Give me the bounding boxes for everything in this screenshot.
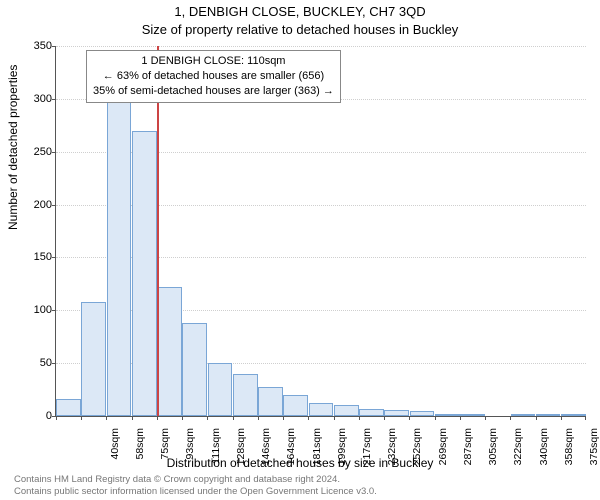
xtick-label: 305sqm — [487, 428, 499, 478]
annotation-line1: 1 DENBIGH CLOSE: 110sqm — [93, 54, 334, 69]
ytick-mark — [52, 205, 56, 206]
histogram-bar — [435, 414, 460, 416]
xtick-label: 146sqm — [260, 428, 272, 478]
xtick-label: 181sqm — [311, 428, 323, 478]
xtick-label: 287sqm — [462, 428, 474, 478]
chart-title-line1: 1, DENBIGH CLOSE, BUCKLEY, CH7 3QD — [0, 4, 600, 19]
grid-line — [56, 46, 586, 47]
xtick-label: 358sqm — [563, 428, 575, 478]
histogram-bar — [258, 387, 283, 416]
xtick-mark — [536, 416, 537, 420]
histogram-bar — [384, 410, 409, 416]
histogram-bar — [334, 405, 359, 416]
ytick-mark — [52, 152, 56, 153]
xtick-mark — [460, 416, 461, 420]
histogram-bar — [107, 101, 132, 416]
xtick-mark — [308, 416, 309, 420]
xtick-mark — [56, 416, 57, 420]
histogram-bar — [359, 409, 384, 416]
xtick-mark — [561, 416, 562, 420]
xtick-label: 217sqm — [361, 428, 373, 478]
histogram-bar — [536, 414, 561, 416]
xtick-mark — [334, 416, 335, 420]
xtick-mark — [384, 416, 385, 420]
annotation-box: 1 DENBIGH CLOSE: 110sqm ← 63% of detache… — [86, 50, 341, 103]
ytick-label: 300 — [12, 93, 52, 105]
xtick-label: 375sqm — [588, 428, 600, 478]
histogram-bar — [182, 323, 207, 416]
ytick-label: 150 — [12, 251, 52, 263]
xtick-label: 232sqm — [386, 428, 398, 478]
xtick-label: 199sqm — [336, 428, 348, 478]
xtick-mark — [359, 416, 360, 420]
histogram-bar — [132, 131, 157, 416]
xtick-label: 58sqm — [134, 428, 146, 478]
xtick-label: 322sqm — [512, 428, 524, 478]
xtick-mark — [435, 416, 436, 420]
ytick-mark — [52, 363, 56, 364]
xtick-mark — [233, 416, 234, 420]
histogram-bar — [233, 374, 258, 416]
histogram-bar — [81, 302, 106, 416]
xtick-mark — [283, 416, 284, 420]
histogram-bar — [56, 399, 81, 416]
histogram-bar — [511, 414, 536, 416]
histogram-bar — [208, 363, 233, 416]
ytick-label: 100 — [12, 304, 52, 316]
xtick-mark — [510, 416, 511, 420]
xtick-label: 340sqm — [538, 428, 550, 478]
xtick-mark — [207, 416, 208, 420]
histogram-bar — [410, 411, 435, 416]
x-axis-label: Distribution of detached houses by size … — [0, 456, 600, 470]
ytick-mark — [52, 257, 56, 258]
xtick-mark — [132, 416, 133, 420]
histogram-bar — [283, 395, 308, 416]
xtick-label: 40sqm — [109, 428, 121, 478]
xtick-mark — [258, 416, 259, 420]
ytick-label: 350 — [12, 40, 52, 52]
histogram-bar — [309, 403, 334, 416]
histogram-bar — [460, 414, 485, 416]
xtick-mark — [409, 416, 410, 420]
xtick-label: 252sqm — [411, 428, 423, 478]
annotation-line2: ← 63% of detached houses are smaller (65… — [93, 69, 334, 84]
xtick-mark — [157, 416, 158, 420]
ytick-label: 50 — [12, 357, 52, 369]
xtick-label: 164sqm — [285, 428, 297, 478]
histogram-bar — [561, 414, 586, 416]
xtick-label: 93sqm — [184, 428, 196, 478]
xtick-mark — [585, 416, 586, 420]
xtick-label: 111sqm — [210, 428, 222, 478]
chart-container: 1, DENBIGH CLOSE, BUCKLEY, CH7 3QD Size … — [0, 0, 600, 500]
xtick-mark — [485, 416, 486, 420]
footer-line2: Contains public sector information licen… — [14, 486, 377, 498]
ytick-label: 200 — [12, 199, 52, 211]
histogram-bar — [157, 287, 182, 416]
plot-area: 1 DENBIGH CLOSE: 110sqm ← 63% of detache… — [55, 46, 586, 417]
ytick-label: 0 — [12, 410, 52, 422]
xtick-mark — [81, 416, 82, 420]
ytick-mark — [52, 99, 56, 100]
xtick-mark — [106, 416, 107, 420]
xtick-label: 128sqm — [235, 428, 247, 478]
ytick-mark — [52, 46, 56, 47]
ytick-mark — [52, 310, 56, 311]
annotation-line3: 35% of semi-detached houses are larger (… — [93, 84, 334, 99]
ytick-label: 250 — [12, 146, 52, 158]
xtick-mark — [182, 416, 183, 420]
xtick-label: 75sqm — [159, 428, 171, 478]
chart-title-line2: Size of property relative to detached ho… — [0, 22, 600, 37]
xtick-label: 269sqm — [437, 428, 449, 478]
